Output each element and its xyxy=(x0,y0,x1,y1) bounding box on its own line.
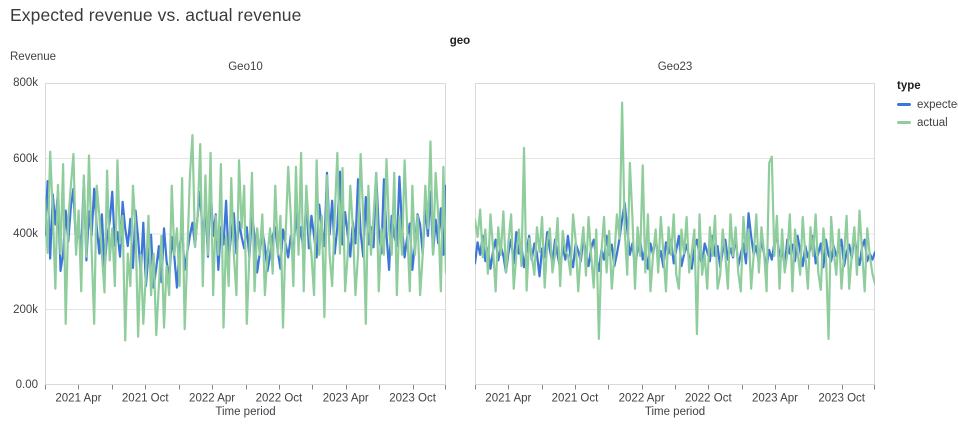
facet-title-geo10: Geo10 xyxy=(228,61,263,73)
legend-title: type xyxy=(897,80,921,92)
page-title: Expected revenue vs. actual revenue xyxy=(10,5,302,25)
svg-text:2023 Oct: 2023 Oct xyxy=(389,393,436,405)
svg-text:2021 Apr: 2021 Apr xyxy=(55,393,101,405)
actual-line-swatch-icon xyxy=(897,121,911,124)
plot-geo23: 2021 Apr 2021 Oct 2022 Apr 2022 Oct 2023 Apr… xyxy=(475,83,875,405)
x-axis-title-geo23: Time period xyxy=(644,406,706,418)
legend-item-actual: actual xyxy=(897,116,958,129)
y-axis-tick-labels: 0.00 200k 400k 600k 800k xyxy=(13,77,38,391)
plot-geo10: 2021 Apr 2021 Oct 2022 Apr 2022 Oct 2023 Apr… xyxy=(45,83,446,405)
svg-text:2023 Apr: 2023 Apr xyxy=(323,393,369,405)
facet-field-header: geo xyxy=(449,35,471,47)
svg-text:2021 Oct: 2021 Oct xyxy=(552,393,599,405)
svg-text:2022 Apr: 2022 Apr xyxy=(189,393,235,405)
svg-text:2021 Apr: 2021 Apr xyxy=(485,393,531,405)
svg-text:2022 Oct: 2022 Oct xyxy=(256,393,303,405)
legend-item-expected: expected xyxy=(897,98,958,111)
svg-text:2022 Oct: 2022 Oct xyxy=(685,393,732,405)
svg-text:2021 Oct: 2021 Oct xyxy=(122,393,169,405)
facet-title-geo23: Geo23 xyxy=(657,61,693,73)
svg-text:2023 Oct: 2023 Oct xyxy=(818,393,865,405)
y-axis-title: Revenue xyxy=(10,51,57,63)
expected-line-swatch-icon xyxy=(897,103,911,106)
x-axis-title-geo10: Time period xyxy=(215,406,276,418)
legend: type expected actual xyxy=(897,80,958,134)
svg-text:2023 Apr: 2023 Apr xyxy=(752,393,798,405)
svg-text:2022 Apr: 2022 Apr xyxy=(619,393,665,405)
